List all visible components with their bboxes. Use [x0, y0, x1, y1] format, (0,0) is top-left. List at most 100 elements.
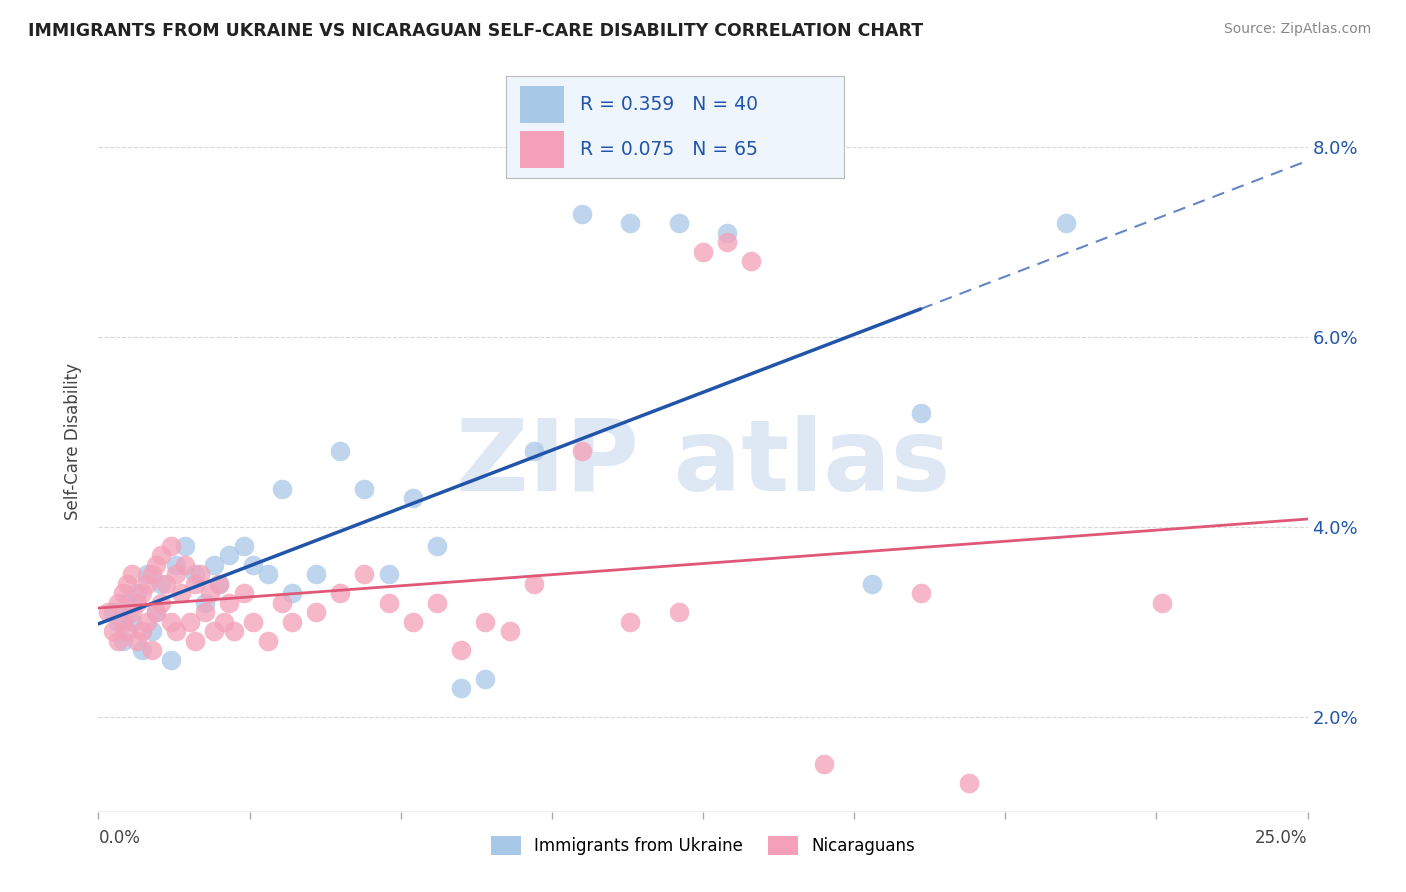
Point: [305, 606, 328, 620]
Point: [121, 615, 143, 629]
Point: [523, 577, 546, 591]
Point: [141, 624, 163, 639]
Point: [204, 624, 226, 639]
Text: ZIP atlas: ZIP atlas: [456, 416, 950, 512]
Text: IMMIGRANTS FROM UKRAINE VS NICARAGUAN SELF-CARE DISABILITY CORRELATION CHART: IMMIGRANTS FROM UKRAINE VS NICARAGUAN SE…: [28, 22, 924, 40]
Point: [402, 615, 425, 629]
Point: [692, 244, 714, 259]
Point: [281, 615, 304, 629]
Point: [232, 586, 254, 600]
Point: [155, 577, 177, 591]
Point: [860, 577, 883, 591]
Point: [188, 567, 211, 582]
Point: [232, 539, 254, 553]
Point: [377, 596, 399, 610]
Point: [179, 615, 201, 629]
Y-axis label: Self-Care Disability: Self-Care Disability: [65, 363, 83, 520]
Point: [141, 567, 163, 582]
Point: [498, 624, 520, 639]
Point: [256, 633, 278, 648]
Point: [222, 624, 245, 639]
Point: [242, 615, 264, 629]
Point: [107, 615, 129, 629]
Point: [668, 216, 690, 230]
Point: [402, 491, 425, 506]
Point: [1054, 216, 1077, 230]
Point: [165, 624, 187, 639]
Point: [141, 643, 163, 657]
Point: [184, 633, 207, 648]
Point: [426, 539, 449, 553]
Point: [184, 567, 207, 582]
Point: [194, 606, 217, 620]
Point: [174, 558, 197, 572]
Point: [329, 444, 352, 458]
Text: R = 0.359   N = 40: R = 0.359 N = 40: [581, 95, 758, 114]
Point: [131, 586, 153, 600]
Point: [127, 596, 149, 610]
Point: [135, 615, 157, 629]
Point: [212, 615, 235, 629]
Point: [474, 672, 496, 686]
Point: [184, 577, 207, 591]
Point: [271, 596, 294, 610]
Point: [150, 549, 173, 563]
Point: [450, 681, 472, 696]
FancyBboxPatch shape: [520, 87, 564, 123]
Point: [145, 606, 167, 620]
Point: [474, 615, 496, 629]
Point: [117, 624, 139, 639]
Point: [121, 567, 143, 582]
Point: [160, 653, 183, 667]
Point: [242, 558, 264, 572]
Point: [450, 643, 472, 657]
Point: [145, 558, 167, 572]
Point: [218, 549, 240, 563]
Point: [111, 586, 134, 600]
Point: [174, 539, 197, 553]
Point: [160, 615, 183, 629]
Point: [150, 596, 173, 610]
Point: [910, 586, 932, 600]
Point: [117, 577, 139, 591]
Point: [107, 596, 129, 610]
Point: [523, 444, 546, 458]
Point: [716, 226, 738, 240]
Text: 25.0%: 25.0%: [1256, 829, 1308, 847]
Point: [668, 606, 690, 620]
Point: [271, 482, 294, 496]
Point: [169, 586, 191, 600]
Point: [619, 216, 641, 230]
Point: [131, 624, 153, 639]
Point: [910, 406, 932, 420]
Point: [165, 558, 187, 572]
Point: [204, 558, 226, 572]
Point: [329, 586, 352, 600]
Point: [571, 207, 593, 221]
Point: [117, 596, 139, 610]
Point: [127, 633, 149, 648]
Text: R = 0.075   N = 65: R = 0.075 N = 65: [581, 140, 758, 159]
Point: [111, 615, 134, 629]
Point: [208, 577, 231, 591]
Point: [305, 567, 328, 582]
Point: [131, 643, 153, 657]
Legend: Immigrants from Ukraine, Nicaraguans: Immigrants from Ukraine, Nicaraguans: [491, 836, 915, 855]
Point: [426, 596, 449, 610]
Point: [135, 567, 157, 582]
Point: [97, 606, 120, 620]
Point: [281, 586, 304, 600]
Point: [377, 567, 399, 582]
Point: [1152, 596, 1174, 610]
Point: [198, 586, 221, 600]
Point: [619, 615, 641, 629]
FancyBboxPatch shape: [520, 131, 564, 168]
Point: [716, 235, 738, 250]
Point: [353, 567, 375, 582]
Point: [121, 606, 143, 620]
Point: [111, 633, 134, 648]
Point: [740, 254, 762, 268]
Point: [135, 577, 157, 591]
Point: [165, 567, 187, 582]
Point: [107, 633, 129, 648]
